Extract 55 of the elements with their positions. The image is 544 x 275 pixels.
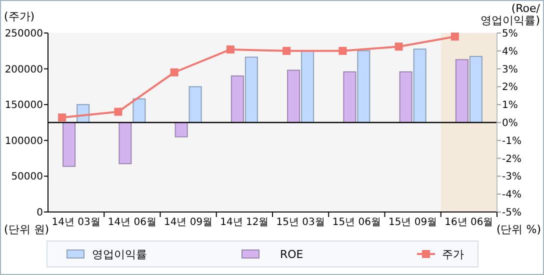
y-axis-title: (주가) (4, 10, 35, 23)
x-tick-label: 16년 06월 (444, 217, 494, 228)
y2-tick-label: 0% (502, 118, 518, 129)
y-tick-label: 150000 (4, 100, 43, 112)
bar (301, 50, 314, 123)
x-tick-label: 14년 03월 (52, 217, 100, 228)
bar (469, 56, 482, 123)
bar (244, 56, 258, 123)
bar (118, 122, 132, 164)
point (170, 68, 178, 76)
y2-tick-label: 3% (502, 64, 518, 76)
x-tick-label: 15년 09월 (388, 217, 438, 228)
bar (174, 122, 188, 138)
y2-tick-label: 5% (502, 28, 518, 40)
y2-tick-label: -3% (502, 172, 522, 183)
y2-tick-label: -4% (502, 190, 522, 201)
point (282, 46, 291, 55)
x-tick-label: 14년 09월 (164, 217, 213, 228)
bar (455, 59, 468, 123)
y-tick-label: 250000 (4, 28, 43, 40)
x-tick-label: 15년 06월 (332, 217, 382, 228)
legend-label: ROE (280, 248, 304, 261)
y-tick-label: 100000 (4, 136, 43, 147)
point (394, 42, 403, 51)
bar (343, 71, 356, 123)
point (450, 32, 459, 41)
bar (62, 122, 76, 167)
point (338, 46, 347, 55)
y2-axis-title: (Roe/ 영업이익률) (480, 2, 540, 27)
y2-tick-label: 2% (502, 82, 518, 94)
text: (단위 %) (496, 223, 541, 236)
x-tick-label: 14년 06월 (108, 217, 157, 228)
bar (287, 70, 300, 123)
point (114, 108, 122, 116)
y2-tick-label: 1% (502, 100, 518, 112)
x-tick-label: 14년 12월 (220, 217, 269, 228)
x-tick-label: 15년 03월 (276, 217, 325, 228)
y-tick-label: 0 (36, 208, 43, 218)
text: (단위 원) (4, 223, 50, 236)
bar (399, 71, 412, 123)
point (226, 45, 234, 54)
bar (413, 48, 426, 123)
legend-label: 영업이익률 (92, 248, 147, 261)
y2-tick-label: -1% (502, 136, 522, 147)
bar (188, 86, 202, 123)
bar (357, 50, 370, 123)
y-tick-label: 50000 (11, 172, 43, 183)
bar (230, 75, 244, 123)
point (58, 113, 66, 122)
bar (132, 98, 146, 123)
legend-label: 주가 (442, 248, 464, 261)
y2-tick-label: -2% (502, 154, 522, 165)
y2-tick-label: -5% (502, 208, 522, 218)
y2-tick-label: 4% (502, 46, 518, 58)
y-tick-label: 200000 (4, 64, 43, 76)
